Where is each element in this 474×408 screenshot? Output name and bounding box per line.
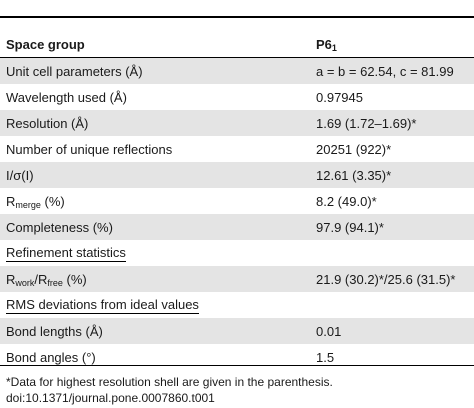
section-label: Refinement statistics (6, 244, 126, 262)
row-label: Resolution (Å) (0, 110, 310, 136)
section-cell: RMS deviations from ideal values (0, 292, 474, 318)
rfree-sub: free (47, 277, 63, 288)
row-value: 8.2 (49.0)* (316, 193, 377, 209)
header-value-sub: 1 (331, 42, 337, 53)
table-row: Bond angles (°) 1.5 (0, 344, 474, 370)
row-label: Number of unique reflections (6, 141, 173, 157)
header-value-main: P6 (316, 36, 332, 52)
row-label: Rmerge (%) (0, 188, 310, 214)
footnote-note: *Data for highest resolution shell are g… (6, 375, 333, 389)
row-value: 0.01 (310, 318, 474, 344)
row-value: 12.61 (3.35)* (310, 162, 474, 188)
table-row: Unit cell parameters (Å) a = b = 62.54, … (0, 57, 474, 84)
bottom-rule (0, 365, 474, 366)
section-cell: Refinement statistics (0, 240, 474, 266)
table-row: Completeness (%) 97.9 (94.1)* (0, 214, 474, 240)
row-value: 1.5 (316, 349, 335, 365)
top-rule (0, 16, 474, 18)
section-row-refinement: Refinement statistics (0, 240, 474, 266)
section-label: RMS deviations from ideal values (6, 296, 199, 314)
rwork-unit: (%) (62, 271, 87, 287)
row-value: 0.97945 (316, 89, 363, 105)
header-value: P61 (310, 31, 474, 58)
rwork-r: R (6, 271, 16, 287)
table-row: I/σ(I) 12.61 (3.35)* (0, 162, 474, 188)
rmerge-unit: (%) (40, 193, 65, 209)
header-label: Space group (0, 31, 310, 58)
rmerge-r: R (6, 193, 16, 209)
table-row: Wavelength used (Å) 0.97945 (0, 84, 474, 110)
row-value: 20251 (922)* (316, 141, 392, 157)
row-value: 21.9 (30.2)*/25.6 (31.5)* (310, 266, 474, 292)
row-label: Wavelength used (Å) (6, 89, 127, 105)
row-value: a = b = 62.54, c = 81.99 (310, 57, 474, 84)
table-row: Resolution (Å) 1.69 (1.72–1.69)* (0, 110, 474, 136)
row-label: I/σ(I) (0, 162, 310, 188)
crystallography-table: Space group P61 Unit cell parameters (Å)… (0, 31, 474, 370)
table-row: Rmerge (%) 8.2 (49.0)* (0, 188, 474, 214)
table-row: Bond lengths (Å) 0.01 (0, 318, 474, 344)
table-header-row: Space group P61 (0, 31, 474, 58)
row-label: Rwork/Rfree (%) (0, 266, 310, 292)
table-row: Number of unique reflections 20251 (922)… (0, 136, 474, 162)
rfree-r: /R (34, 271, 48, 287)
row-label: Unit cell parameters (Å) (0, 57, 310, 84)
rwork-sub: work (15, 277, 35, 288)
row-value: 1.69 (1.72–1.69)* (310, 110, 474, 136)
rmerge-sub: merge (15, 199, 41, 210)
row-label: Completeness (%) (0, 214, 310, 240)
footnote: *Data for highest resolution shell are g… (6, 374, 333, 406)
section-row-rms: RMS deviations from ideal values (0, 292, 474, 318)
table-row: Rwork/Rfree (%) 21.9 (30.2)*/25.6 (31.5)… (0, 266, 474, 292)
row-value: 97.9 (94.1)* (310, 214, 474, 240)
row-label: Bond lengths (Å) (0, 318, 310, 344)
footnote-doi: doi:10.1371/journal.pone.0007860.t001 (6, 391, 215, 405)
row-label: Bond angles (°) (6, 349, 96, 365)
